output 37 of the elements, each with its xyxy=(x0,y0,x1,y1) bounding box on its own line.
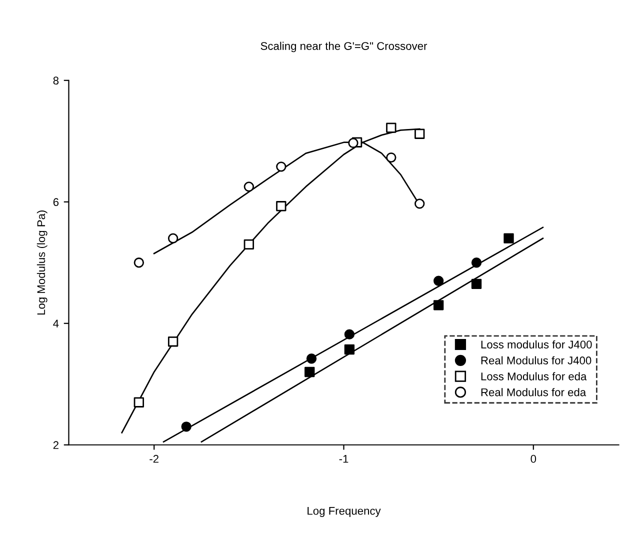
point xyxy=(134,397,144,408)
point xyxy=(134,258,144,268)
point xyxy=(414,198,425,209)
point xyxy=(276,162,286,172)
point xyxy=(168,233,178,244)
legend-label: Real Modulus for eda xyxy=(481,388,586,396)
x-tick-label: -2 xyxy=(150,454,158,463)
legend-label: Real Modulus for J400 xyxy=(481,356,592,364)
point xyxy=(181,422,192,432)
point xyxy=(386,152,396,163)
point xyxy=(244,182,254,192)
y-tick-label: 4 xyxy=(53,320,59,328)
point xyxy=(433,276,444,286)
point xyxy=(168,336,178,347)
point xyxy=(348,138,358,148)
point xyxy=(386,122,396,133)
point xyxy=(306,354,317,364)
point xyxy=(244,239,254,250)
x-tick-label: 0 xyxy=(530,454,536,463)
y-tick-label: 6 xyxy=(53,198,59,206)
point xyxy=(471,278,482,289)
y-tick-label: 2 xyxy=(53,441,58,449)
point xyxy=(471,258,482,268)
point xyxy=(504,233,514,244)
point xyxy=(414,128,425,139)
x-axis-title: Log Frequency xyxy=(308,507,381,517)
legend-label: Loss Modulus for eda xyxy=(481,372,587,380)
point xyxy=(344,344,355,355)
point xyxy=(276,201,286,212)
point xyxy=(304,366,315,378)
legend-label: Loss modulus for J400 xyxy=(481,340,592,348)
point xyxy=(344,329,355,340)
y-tick-label: 8 xyxy=(53,76,59,85)
y-axis-title: Log Modulus (log Pa) xyxy=(36,210,48,315)
point xyxy=(433,300,444,310)
x-tick-label: -1 xyxy=(339,455,348,463)
chart-title: Scaling near the G'=G" Crossover xyxy=(260,42,428,52)
